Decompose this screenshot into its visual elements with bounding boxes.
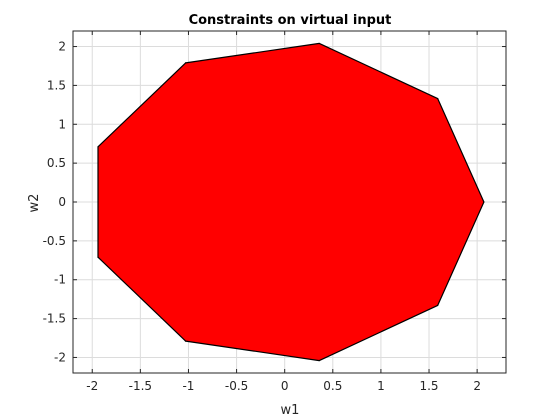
polygon-vertex xyxy=(437,98,439,100)
x-tick-label: -2 xyxy=(86,379,98,393)
x-tick-label: -1.5 xyxy=(129,379,152,393)
y-tick-label: 0.5 xyxy=(47,156,66,170)
x-tick-label: -0.5 xyxy=(225,379,248,393)
y-tick-label: -2 xyxy=(54,350,66,364)
polygon-vertex xyxy=(483,201,485,203)
x-tick-label: 0 xyxy=(281,379,289,393)
polygon-vertex xyxy=(318,42,320,45)
y-tick-label: -0.5 xyxy=(43,234,66,248)
y-tick-label: 1.5 xyxy=(47,78,66,92)
y-tick-label: 0 xyxy=(58,195,66,209)
polygon-vertex xyxy=(437,304,439,306)
x-axis-label: w1 xyxy=(281,403,300,418)
y-tick-label: -1.5 xyxy=(43,312,66,326)
y-tick-label: 2 xyxy=(58,40,66,54)
polygon-vertex xyxy=(97,256,99,258)
y-axis-label: w2 xyxy=(27,194,42,213)
x-tick-label: 2 xyxy=(473,379,481,393)
polygon-vertex xyxy=(184,62,187,64)
polygon-vertex xyxy=(97,146,99,148)
polygon-layer xyxy=(97,42,485,362)
x-tick-label: 0.5 xyxy=(323,379,342,393)
polygon-vertex xyxy=(318,359,320,362)
ticks: -2 -1.5 -1 -0.5 0 0.5 1 1.5 2 2 1.5 1 0.5 0 -0.5 -1 -1.5… xyxy=(43,31,506,393)
x-tick-label: -1 xyxy=(182,379,194,393)
chart-title: Constraints on virtual input xyxy=(189,13,392,28)
y-tick-label: 1 xyxy=(58,117,66,131)
x-tick-label: 1 xyxy=(377,379,385,393)
polygon-vertex xyxy=(184,340,187,342)
constraint-polygon xyxy=(97,42,485,362)
x-tick-label: 1.5 xyxy=(419,379,438,393)
y-tick-label: -1 xyxy=(54,273,66,287)
